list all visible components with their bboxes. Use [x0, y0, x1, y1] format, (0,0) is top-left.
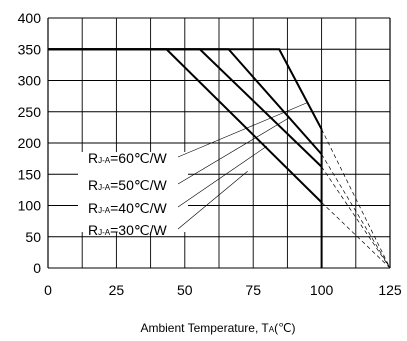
series-label-rest: =50℃/W	[110, 177, 167, 193]
leader-line	[177, 170, 248, 230]
series-label: RJ-A=40℃/W	[88, 200, 167, 216]
x-tick-label: 75	[245, 282, 261, 298]
y-tick-label: 300	[18, 73, 42, 89]
series-label: RJ-A=50℃/W	[88, 177, 167, 193]
series-label-main: R	[88, 150, 98, 166]
extension-line	[321, 166, 391, 269]
x-tick-label: 125	[378, 282, 402, 298]
series-label: RJ-A=30℃/W	[88, 222, 167, 238]
series-label: RJ-A=60℃/W	[88, 150, 167, 166]
series-label-main: R	[88, 177, 98, 193]
y-tick-label: 350	[18, 41, 42, 57]
series-label-sub: J-A	[98, 183, 111, 192]
extension-lines	[321, 129, 391, 269]
series-label-sub: J-A	[98, 206, 111, 215]
y-tick-label: 0	[33, 260, 41, 276]
x-axis-label-unit: (℃)	[274, 321, 295, 335]
series-label-rest: =30℃/W	[110, 222, 167, 238]
extension-line	[321, 202, 391, 269]
series-label-sub: J-A	[98, 228, 111, 237]
legend-backdrop	[78, 152, 188, 232]
x-axis-label: Ambient Temperature, TA(℃)	[140, 321, 295, 335]
series-label-rest: =60℃/W	[110, 150, 167, 166]
x-axis-label-sub: A	[269, 325, 275, 334]
series-label-sub: J-A	[98, 156, 111, 165]
leader-line	[177, 145, 268, 208]
extension-line	[321, 154, 391, 269]
tick-labels: 0 25 50 75 100 125 0 50 100 150 200 250 300 350 400	[18, 10, 402, 298]
y-tick-label: 150	[18, 166, 42, 182]
legend-leader-lines	[177, 102, 309, 230]
y-tick-label: 50	[25, 229, 41, 245]
y-tick-label: 100	[18, 198, 42, 214]
derating-curves	[48, 48, 323, 268]
x-tick-label: 100	[310, 282, 334, 298]
series-label-main: R	[88, 200, 98, 216]
series-label-main: R	[88, 222, 98, 238]
extension-line	[321, 129, 391, 269]
x-axis-label-main: Ambient Temperature, T	[140, 321, 269, 335]
series-labels: RJ-A=60℃/WRJ-A=50℃/WRJ-A=40℃/WRJ-A=30℃/W	[88, 150, 167, 238]
x-tick-label: 0	[44, 282, 52, 298]
x-tick-label: 25	[109, 282, 125, 298]
leader-line	[177, 102, 309, 158]
series-label-rest: =40℃/W	[110, 200, 167, 216]
y-tick-label: 400	[18, 10, 42, 26]
leader-line	[177, 117, 289, 185]
y-tick-label: 200	[18, 135, 42, 151]
y-tick-label: 250	[18, 104, 42, 120]
grid	[47, 17, 391, 269]
x-tick-label: 50	[177, 282, 193, 298]
